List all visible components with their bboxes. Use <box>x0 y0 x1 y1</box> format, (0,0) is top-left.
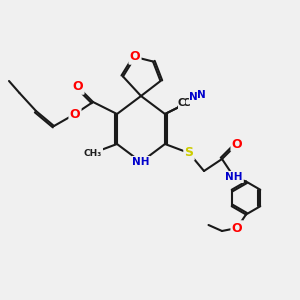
Text: S: S <box>184 146 194 160</box>
Text: O: O <box>73 80 83 94</box>
Text: C: C <box>178 98 185 109</box>
Text: NH: NH <box>225 172 243 182</box>
Text: NH: NH <box>132 157 150 167</box>
Text: O: O <box>70 107 80 121</box>
Text: O: O <box>232 137 242 151</box>
Text: O: O <box>232 221 242 235</box>
Text: O: O <box>130 50 140 64</box>
Text: N: N <box>196 89 206 100</box>
Text: N: N <box>189 92 198 103</box>
Text: CH₃: CH₃ <box>84 148 102 158</box>
Text: C: C <box>182 98 190 109</box>
